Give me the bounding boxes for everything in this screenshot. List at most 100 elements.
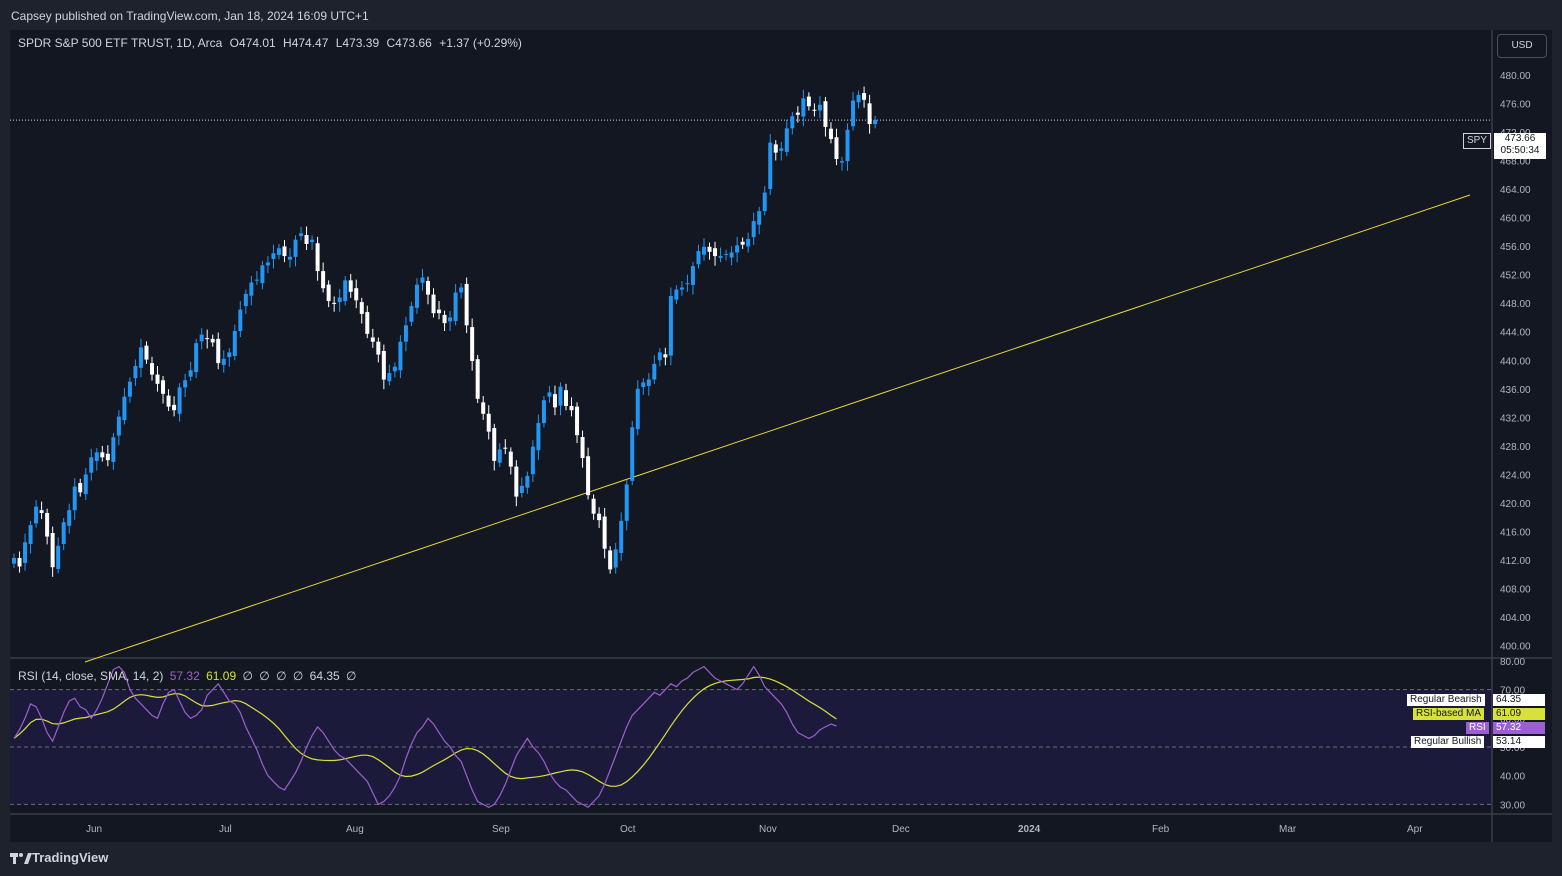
candle-body: [94, 452, 99, 461]
symbol-title[interactable]: SPDR S&P 500 ETF TRUST, 1D, Arca: [18, 36, 223, 50]
currency-button[interactable]: USD: [1497, 34, 1547, 58]
candle-body: [403, 325, 408, 342]
rsi-label[interactable]: RSI (14, close, SMA, 14, 2): [18, 669, 164, 683]
rsi-tag-bullish-label: Regular Bullish: [1411, 736, 1485, 748]
candle-body: [613, 549, 618, 568]
candle-body: [541, 400, 546, 424]
rsi-tick-label: 30.00: [1500, 800, 1525, 811]
publish-line: Capsey published on TradingView.com, Jan…: [11, 9, 369, 23]
candle-body: [862, 93, 867, 100]
candle-body: [740, 241, 745, 245]
price-tick-label: 404.00: [1500, 613, 1531, 624]
candle-body: [448, 317, 453, 322]
chart-header: SPDR S&P 500 ETF TRUST, 1D, Arca O474.01…: [18, 36, 526, 50]
candle-body: [39, 510, 44, 513]
price-pane: [10, 30, 1492, 658]
price-tick-label: 424.00: [1500, 470, 1531, 481]
candle-body: [646, 379, 651, 386]
rsi-tick-label: 70.00: [1500, 686, 1525, 697]
price-tick-label: 412.00: [1500, 556, 1531, 567]
candle-body: [867, 103, 872, 125]
chart-canvas[interactable]: 484.00480.00476.00472.00468.00464.00460.…: [10, 30, 1552, 842]
tradingview-logo[interactable]: TradingView: [10, 850, 108, 865]
rsi-tick-label: 80.00: [1500, 657, 1525, 668]
candle-body: [530, 446, 535, 475]
candle-body: [624, 484, 629, 521]
candle-body: [619, 520, 624, 553]
candle-body: [657, 352, 662, 361]
candle-body: [702, 246, 706, 255]
candle-body: [856, 94, 861, 103]
tradingview-logo-icon: [10, 852, 32, 864]
time-label: Oct: [620, 824, 636, 835]
candle-body: [674, 289, 679, 300]
rsi-blank-3: ∅: [276, 669, 287, 683]
price-tick-label: 416.00: [1500, 528, 1531, 539]
top-bar: Capsey published on TradingView.com, Jan…: [0, 0, 1562, 30]
rsi-blank-5: ∅: [346, 669, 357, 683]
candle-body: [834, 137, 839, 160]
candle-body: [238, 309, 243, 332]
candle-body: [387, 373, 392, 382]
rsi-tag-bullish-value: 53.14: [1493, 736, 1545, 748]
candle-body: [514, 466, 519, 497]
candle-body: [497, 449, 502, 463]
candle-body: [210, 338, 215, 343]
ohlc-high: H474.47: [283, 36, 329, 50]
candle-body: [111, 437, 116, 462]
candle-body: [293, 239, 298, 257]
candle-body: [547, 392, 552, 397]
candle-body: [503, 447, 508, 449]
candle-body: [83, 474, 88, 495]
price-tick-label: 436.00: [1500, 385, 1531, 396]
time-label: Mar: [1279, 824, 1297, 835]
price-tick-label: 448.00: [1500, 299, 1531, 310]
candle-body: [696, 251, 701, 265]
candle-body: [359, 302, 364, 314]
candle-body: [354, 288, 359, 301]
candle-body: [663, 354, 668, 358]
candle-body: [608, 550, 613, 570]
candle-body: [56, 545, 61, 570]
candle-body: [89, 457, 94, 473]
candle-body: [370, 337, 375, 342]
candle-body: [61, 522, 66, 545]
candle-body: [122, 396, 127, 421]
candle-body: [475, 359, 480, 399]
footer-brand: TradingView: [32, 850, 109, 865]
candle-body: [34, 506, 39, 524]
ohlc-change: +1.37 (+0.29%): [439, 36, 522, 50]
candle-body: [784, 128, 789, 152]
candle-body: [310, 239, 315, 243]
candle-body: [552, 394, 557, 408]
candle-body: [757, 211, 762, 225]
candle-body: [282, 246, 287, 257]
candle-body: [481, 402, 486, 414]
candle-body: [194, 343, 199, 373]
time-label: Apr: [1407, 824, 1423, 835]
candle-body: [453, 292, 458, 322]
candle-body: [558, 386, 563, 406]
candle-body: [437, 309, 442, 314]
candle-body: [508, 451, 513, 467]
rsi-tick-label: 50.00: [1500, 743, 1525, 754]
candle-body: [519, 485, 524, 494]
candle-body: [735, 245, 740, 253]
candle-body: [78, 483, 83, 493]
rsi-ma-line: [13, 676, 837, 787]
candle-body: [762, 192, 767, 212]
candle-body: [232, 331, 237, 356]
price-tick-label: 476.00: [1500, 99, 1531, 110]
rsi-tag-ma-label: RSI-based MA: [1413, 708, 1485, 720]
candle-body: [724, 253, 729, 255]
candle-body: [376, 341, 381, 355]
candle-body: [790, 116, 795, 129]
rsi-ma-value: 61.09: [206, 669, 237, 683]
price-tick-label: 420.00: [1500, 499, 1531, 510]
candle-body: [199, 334, 204, 342]
candle-body: [718, 256, 723, 258]
ohlc-open: O474.01: [229, 36, 276, 50]
candle-body: [67, 510, 72, 526]
candle-body: [768, 142, 773, 189]
ohlc-low: L473.39: [335, 36, 380, 50]
